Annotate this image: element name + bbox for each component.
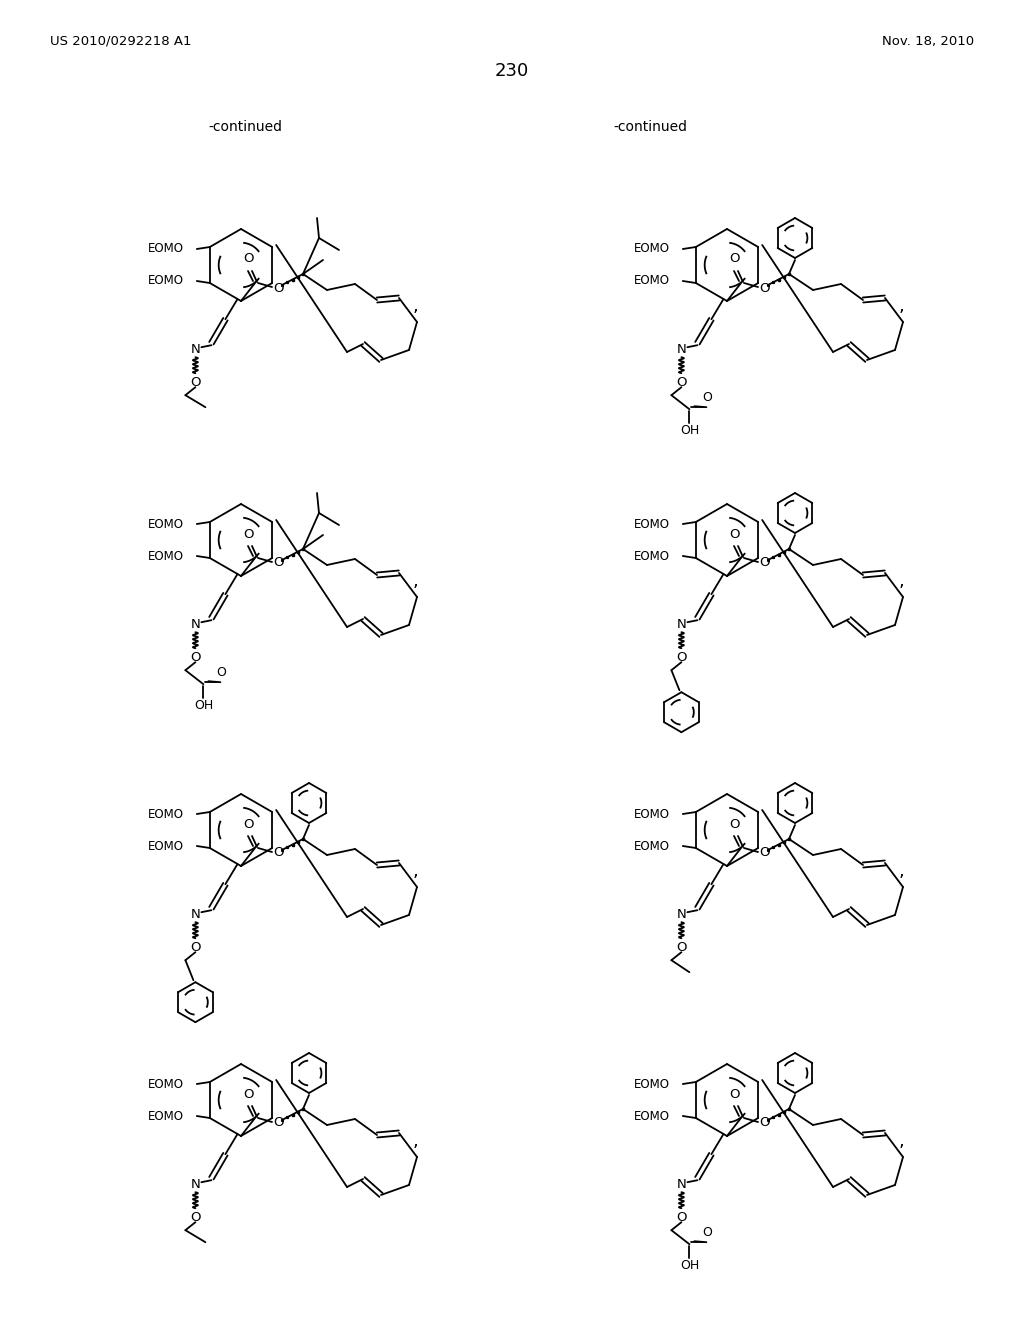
Text: Nov. 18, 2010: Nov. 18, 2010: [882, 36, 974, 48]
Text: O: O: [190, 1210, 201, 1224]
Text: EOMO: EOMO: [634, 1110, 670, 1122]
Text: O: O: [272, 846, 284, 859]
Text: EOMO: EOMO: [147, 808, 184, 821]
Text: O: O: [759, 281, 769, 294]
Text: O: O: [759, 1117, 769, 1130]
Text: OH: OH: [680, 1259, 699, 1271]
Text: O: O: [730, 817, 740, 830]
Text: EOMO: EOMO: [634, 275, 670, 288]
Text: EOMO: EOMO: [147, 243, 184, 256]
Text: 230: 230: [495, 62, 529, 81]
Text: O: O: [730, 528, 740, 540]
Text: O: O: [244, 817, 254, 830]
Text: -continued: -continued: [208, 120, 282, 135]
Text: O: O: [190, 941, 201, 953]
Text: O: O: [759, 846, 769, 859]
Text: ,: ,: [412, 297, 418, 315]
Text: O: O: [676, 1210, 687, 1224]
Text: EOMO: EOMO: [634, 840, 670, 853]
Text: O: O: [676, 376, 687, 388]
Text: EOMO: EOMO: [147, 549, 184, 562]
Text: N: N: [677, 618, 686, 631]
Text: O: O: [216, 665, 226, 678]
Text: O: O: [676, 941, 687, 953]
Text: OH: OH: [680, 424, 699, 437]
Text: ,: ,: [412, 1133, 418, 1150]
Text: N: N: [190, 1177, 201, 1191]
Text: EOMO: EOMO: [147, 1110, 184, 1122]
Text: EOMO: EOMO: [147, 517, 184, 531]
Text: ,: ,: [412, 862, 418, 880]
Text: O: O: [702, 391, 713, 404]
Text: EOMO: EOMO: [147, 840, 184, 853]
Text: O: O: [676, 651, 687, 664]
Text: O: O: [272, 557, 284, 569]
Text: ,: ,: [898, 297, 904, 315]
Text: ,: ,: [898, 862, 904, 880]
Text: EOMO: EOMO: [634, 517, 670, 531]
Text: O: O: [244, 1088, 254, 1101]
Text: N: N: [190, 908, 201, 921]
Text: EOMO: EOMO: [634, 1077, 670, 1090]
Text: O: O: [730, 1088, 740, 1101]
Text: O: O: [730, 252, 740, 265]
Text: N: N: [677, 1177, 686, 1191]
Text: N: N: [677, 908, 686, 921]
Text: O: O: [190, 651, 201, 664]
Text: ,: ,: [898, 572, 904, 590]
Text: N: N: [190, 618, 201, 631]
Text: ,: ,: [898, 1133, 904, 1150]
Text: O: O: [244, 252, 254, 265]
Text: O: O: [702, 1226, 713, 1238]
Text: -continued: -continued: [613, 120, 687, 135]
Text: N: N: [677, 343, 686, 355]
Text: O: O: [272, 1117, 284, 1130]
Text: EOMO: EOMO: [147, 275, 184, 288]
Text: O: O: [272, 281, 284, 294]
Text: O: O: [759, 557, 769, 569]
Text: OH: OH: [194, 698, 213, 711]
Text: EOMO: EOMO: [634, 808, 670, 821]
Text: O: O: [244, 528, 254, 540]
Text: O: O: [190, 376, 201, 388]
Text: EOMO: EOMO: [147, 1077, 184, 1090]
Text: EOMO: EOMO: [634, 549, 670, 562]
Text: EOMO: EOMO: [634, 243, 670, 256]
Text: US 2010/0292218 A1: US 2010/0292218 A1: [50, 36, 191, 48]
Text: N: N: [190, 343, 201, 355]
Text: ,: ,: [412, 572, 418, 590]
